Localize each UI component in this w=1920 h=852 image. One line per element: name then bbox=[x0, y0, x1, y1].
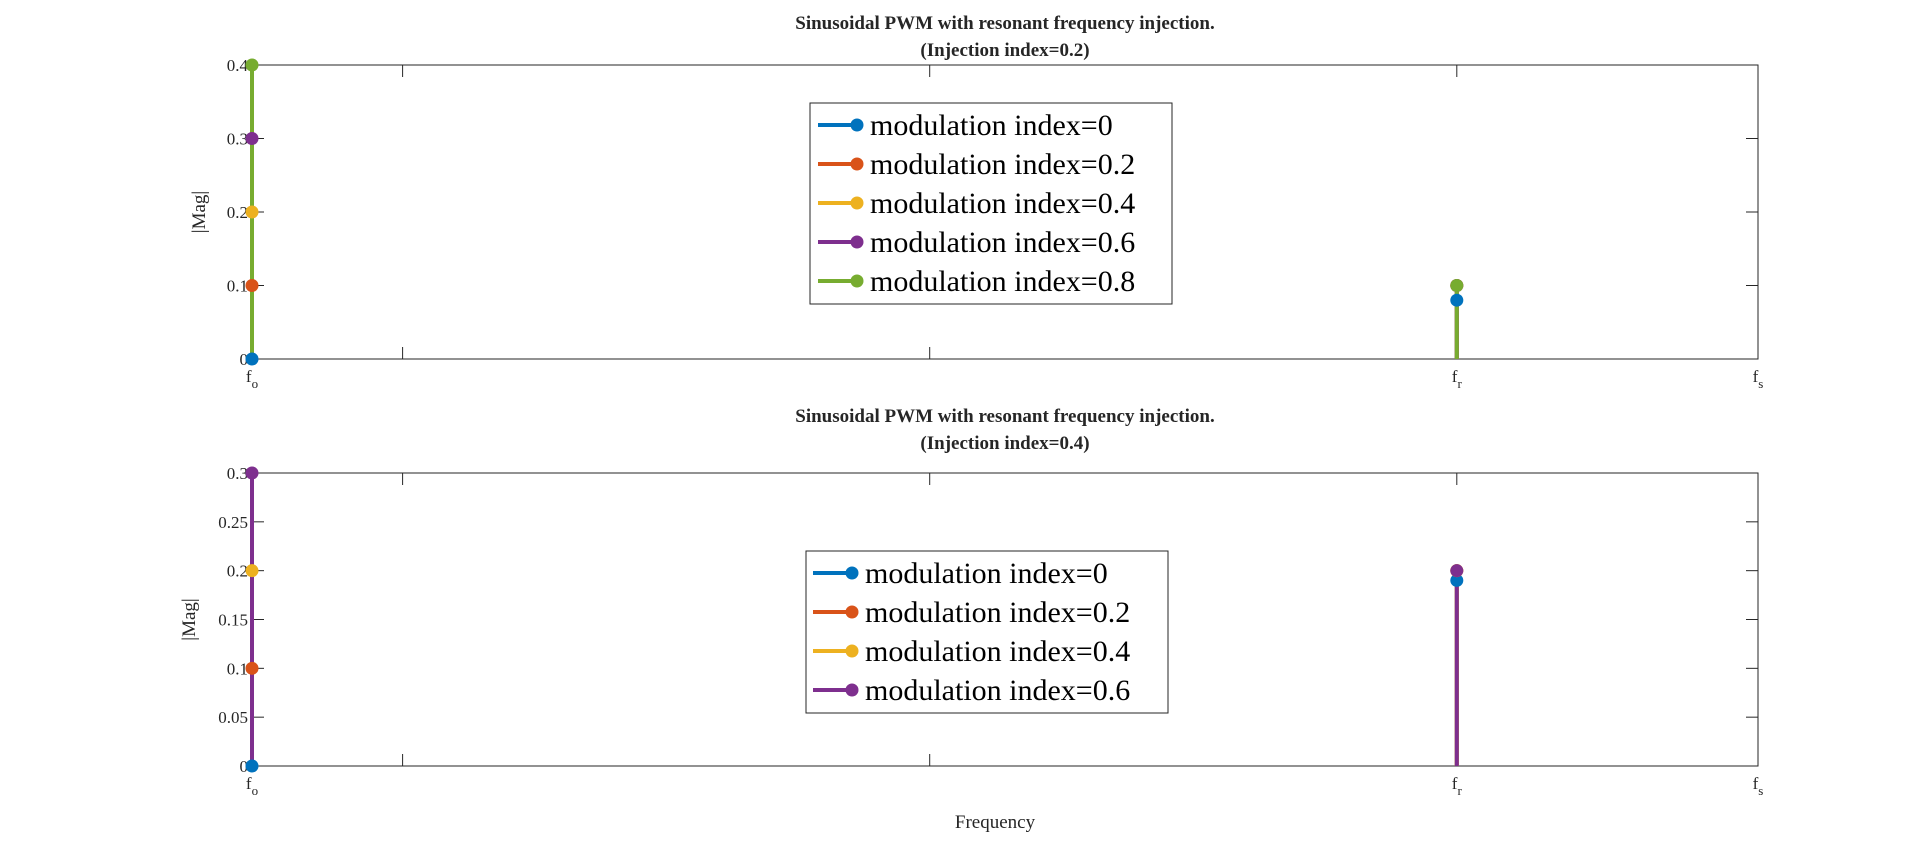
chart-title-line: (Injection index=0.2) bbox=[920, 40, 1089, 61]
legend-entry-label: modulation index=0.6 bbox=[865, 674, 1130, 707]
stem-marker-series-3 bbox=[245, 205, 259, 219]
stem-marker-series-2 bbox=[245, 279, 259, 292]
stem-marker-series-4 bbox=[245, 132, 259, 145]
legend-swatch-marker bbox=[850, 196, 864, 210]
y-axis-label: |Mag| bbox=[189, 191, 210, 233]
stem-marker-series-5 bbox=[1450, 279, 1464, 292]
legend-entry-label: modulation index=0.4 bbox=[870, 187, 1135, 220]
legend-box bbox=[805, 550, 1169, 714]
x-tick-label: fo bbox=[246, 774, 258, 798]
stem-marker-series-4 bbox=[245, 466, 259, 480]
stem-marker-series-2 bbox=[245, 661, 259, 675]
legend-swatch-marker bbox=[850, 118, 864, 132]
stem-marker-series-1 bbox=[245, 759, 259, 773]
chart-title-line: (Injection index=0.4) bbox=[920, 433, 1089, 454]
legend-swatch-marker bbox=[845, 644, 859, 658]
legend-box bbox=[809, 102, 1173, 305]
chart-title-line: Sinusoidal PWM with resonant frequency i… bbox=[795, 406, 1214, 427]
legend-entry-label: modulation index=0.2 bbox=[870, 148, 1135, 181]
legend-entry-label: modulation index=0.8 bbox=[870, 265, 1135, 298]
x-tick-label: fs bbox=[1753, 367, 1764, 391]
legend-entry-label: modulation index=0.4 bbox=[865, 635, 1130, 668]
legend-swatch-marker bbox=[850, 274, 864, 288]
x-tick-label: fo bbox=[246, 367, 258, 391]
stem-marker-series-4 bbox=[1450, 564, 1464, 578]
stem-marker-series-1 bbox=[245, 352, 259, 366]
y-axis-label: |Mag| bbox=[179, 598, 200, 640]
chart-panel-2: Sinusoidal PWM with resonant frequency i… bbox=[179, 406, 1763, 833]
y-tick-label: 0 bbox=[240, 757, 249, 776]
x-axis-label: Frequency bbox=[955, 812, 1036, 833]
y-tick-label: 0 bbox=[240, 350, 249, 369]
chart-panel-1: Sinusoidal PWM with resonant frequency i… bbox=[189, 13, 1763, 391]
y-tick-label: 0.2 bbox=[227, 203, 248, 222]
y-tick-label: 0.3 bbox=[227, 464, 248, 483]
stem-marker-series-5 bbox=[245, 58, 259, 72]
y-tick-label: 0.25 bbox=[218, 513, 248, 532]
stem-marker-series-1 bbox=[1450, 293, 1464, 307]
y-tick-label: 0.15 bbox=[218, 611, 248, 630]
legend-swatch-marker bbox=[845, 683, 859, 697]
y-tick-label: 0.4 bbox=[227, 56, 249, 75]
legend-entry-label: modulation index=0.2 bbox=[865, 596, 1130, 629]
legend-entry-label: modulation index=0.6 bbox=[870, 226, 1135, 259]
x-tick-label: fs bbox=[1753, 774, 1764, 798]
legend-entry-label: modulation index=0 bbox=[870, 109, 1113, 142]
chart-title-line: Sinusoidal PWM with resonant frequency i… bbox=[795, 13, 1214, 34]
legend-swatch-marker bbox=[850, 157, 864, 171]
x-tick-label: fr bbox=[1452, 774, 1463, 798]
legend-swatch-marker bbox=[845, 605, 859, 619]
stem-marker-series-3 bbox=[245, 564, 259, 578]
stem-marker-series-1 bbox=[1450, 573, 1464, 587]
legend-swatch-marker bbox=[845, 566, 859, 580]
legend-swatch-marker bbox=[850, 235, 864, 249]
y-tick-label: 0.1 bbox=[227, 659, 248, 678]
y-tick-label: 0.2 bbox=[227, 562, 248, 581]
x-tick-label: fr bbox=[1452, 367, 1463, 391]
legend-entry-label: modulation index=0 bbox=[865, 557, 1108, 590]
y-tick-label: 0.3 bbox=[227, 130, 248, 149]
y-tick-label: 0.05 bbox=[218, 708, 248, 727]
y-tick-label: 0.1 bbox=[227, 277, 248, 296]
